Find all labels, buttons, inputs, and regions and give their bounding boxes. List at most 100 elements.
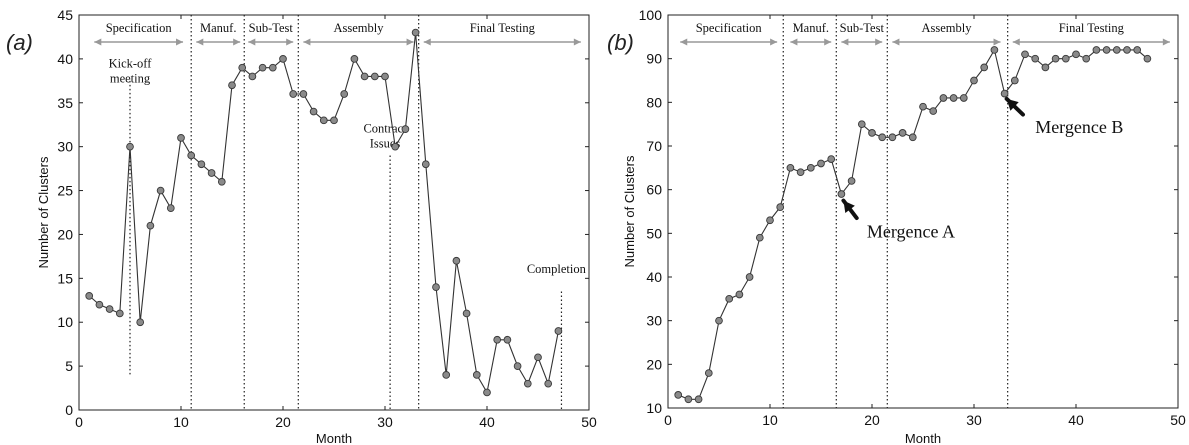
data-point bbox=[432, 283, 440, 291]
data-point bbox=[554, 327, 563, 335]
data-point bbox=[919, 102, 927, 111]
data-point bbox=[827, 155, 836, 163]
data-point bbox=[837, 190, 846, 198]
data-point bbox=[493, 335, 502, 344]
x-tick-label: 0 bbox=[664, 412, 672, 428]
x-tick-label: 50 bbox=[1170, 412, 1186, 428]
y-axis-label: Number of Clusters bbox=[36, 156, 51, 268]
data-point bbox=[217, 177, 226, 186]
phase-label: Assembly bbox=[333, 21, 384, 35]
data-point bbox=[817, 159, 825, 168]
data-point bbox=[868, 129, 876, 137]
y-tick-label: 0 bbox=[65, 402, 73, 418]
data-point bbox=[1082, 54, 1091, 63]
x-tick-label: 40 bbox=[1068, 412, 1084, 428]
data-point bbox=[126, 142, 134, 151]
data-point bbox=[725, 294, 734, 303]
y-tick-label: 90 bbox=[646, 51, 662, 67]
data-point bbox=[1072, 50, 1080, 59]
annotation-text: Mergence B bbox=[1035, 117, 1123, 137]
chart-b: 0 10 20 30 40 50102030405060708090100MonthNum… bbox=[622, 7, 1186, 445]
data-point bbox=[258, 63, 267, 72]
phase-label: Sub-Test bbox=[249, 21, 294, 35]
y-tick-label: 60 bbox=[646, 182, 662, 198]
data-point bbox=[360, 72, 369, 81]
data-point bbox=[939, 94, 948, 102]
plot-frame bbox=[78, 14, 590, 411]
data-point bbox=[959, 94, 968, 102]
phase-label: Final Testing bbox=[1059, 21, 1125, 35]
data-point bbox=[980, 63, 989, 72]
y-tick-label: 25 bbox=[57, 183, 73, 199]
data-point bbox=[898, 129, 907, 137]
annotation-arrow-head bbox=[1006, 98, 1019, 111]
panel-label: (a) bbox=[6, 30, 33, 55]
data-point bbox=[228, 81, 236, 90]
y-tick-label: 5 bbox=[65, 358, 73, 374]
data-point bbox=[207, 169, 216, 177]
phase-label: Final Testing bbox=[470, 21, 536, 35]
data-point bbox=[248, 72, 257, 81]
data-point bbox=[735, 290, 744, 299]
data-point bbox=[309, 107, 318, 116]
data-point bbox=[1051, 54, 1060, 63]
data-point bbox=[238, 63, 247, 72]
data-point bbox=[847, 177, 856, 185]
data-point bbox=[857, 120, 866, 129]
y-axis-label: Number of Clusters bbox=[622, 155, 637, 267]
data-point bbox=[1061, 54, 1070, 63]
data-point bbox=[156, 186, 165, 195]
data-point bbox=[523, 379, 532, 388]
data-point bbox=[319, 116, 328, 125]
x-axis-label: Month bbox=[316, 431, 352, 445]
annotation-text: Completion bbox=[527, 262, 587, 276]
data-point bbox=[1143, 54, 1152, 63]
annotation-text: Kick-off bbox=[109, 57, 153, 71]
panel-label: (b) bbox=[607, 30, 634, 55]
data-point bbox=[289, 90, 298, 98]
y-tick-label: 15 bbox=[57, 270, 73, 286]
annotation-text: Contract bbox=[363, 122, 407, 136]
data-point bbox=[452, 256, 461, 265]
data-point bbox=[990, 46, 999, 54]
data-point bbox=[544, 379, 553, 388]
phase-label: Sub-Test bbox=[840, 21, 885, 35]
y-tick-label: 80 bbox=[646, 94, 662, 110]
data-point bbox=[197, 160, 206, 169]
data-point bbox=[1123, 46, 1131, 54]
y-tick-label: 70 bbox=[646, 138, 662, 154]
data-point bbox=[888, 133, 897, 142]
x-tick-label: 30 bbox=[377, 414, 393, 430]
data-point bbox=[462, 309, 471, 318]
data-point bbox=[330, 116, 338, 125]
data-point bbox=[472, 371, 481, 379]
data-point bbox=[85, 292, 94, 300]
phase-label: Specification bbox=[106, 21, 173, 35]
data-point bbox=[483, 388, 491, 397]
y-tick-label: 20 bbox=[646, 356, 662, 372]
data-point bbox=[279, 55, 287, 63]
x-tick-label: 10 bbox=[173, 414, 189, 430]
chart-panel-a: (a) 0 10 20 30 40 50 0 5 10 15 20 25 30 35 40 45 Month Nu… bbox=[6, 7, 597, 445]
y-tick-label: 40 bbox=[646, 269, 662, 285]
y-tick-label: 50 bbox=[646, 225, 662, 241]
data-point bbox=[503, 335, 512, 344]
data-point bbox=[776, 203, 785, 211]
data-point bbox=[177, 134, 185, 142]
y-tick-label: 30 bbox=[57, 139, 73, 155]
data-point bbox=[1092, 46, 1101, 54]
data-point bbox=[136, 318, 145, 327]
data-point bbox=[1010, 76, 1019, 85]
x-tick-label: 40 bbox=[479, 414, 495, 430]
data-point bbox=[704, 369, 713, 377]
data-point bbox=[381, 72, 389, 81]
data-point bbox=[391, 142, 400, 151]
data-point bbox=[755, 233, 764, 242]
annotation-arrow-head bbox=[843, 200, 855, 213]
phase-label: Specification bbox=[696, 21, 763, 35]
annotation-text: Mergence A bbox=[867, 222, 955, 242]
data-point bbox=[411, 28, 420, 37]
phase-label: Manuf. bbox=[793, 21, 829, 35]
y-tick-label: 30 bbox=[646, 313, 662, 329]
